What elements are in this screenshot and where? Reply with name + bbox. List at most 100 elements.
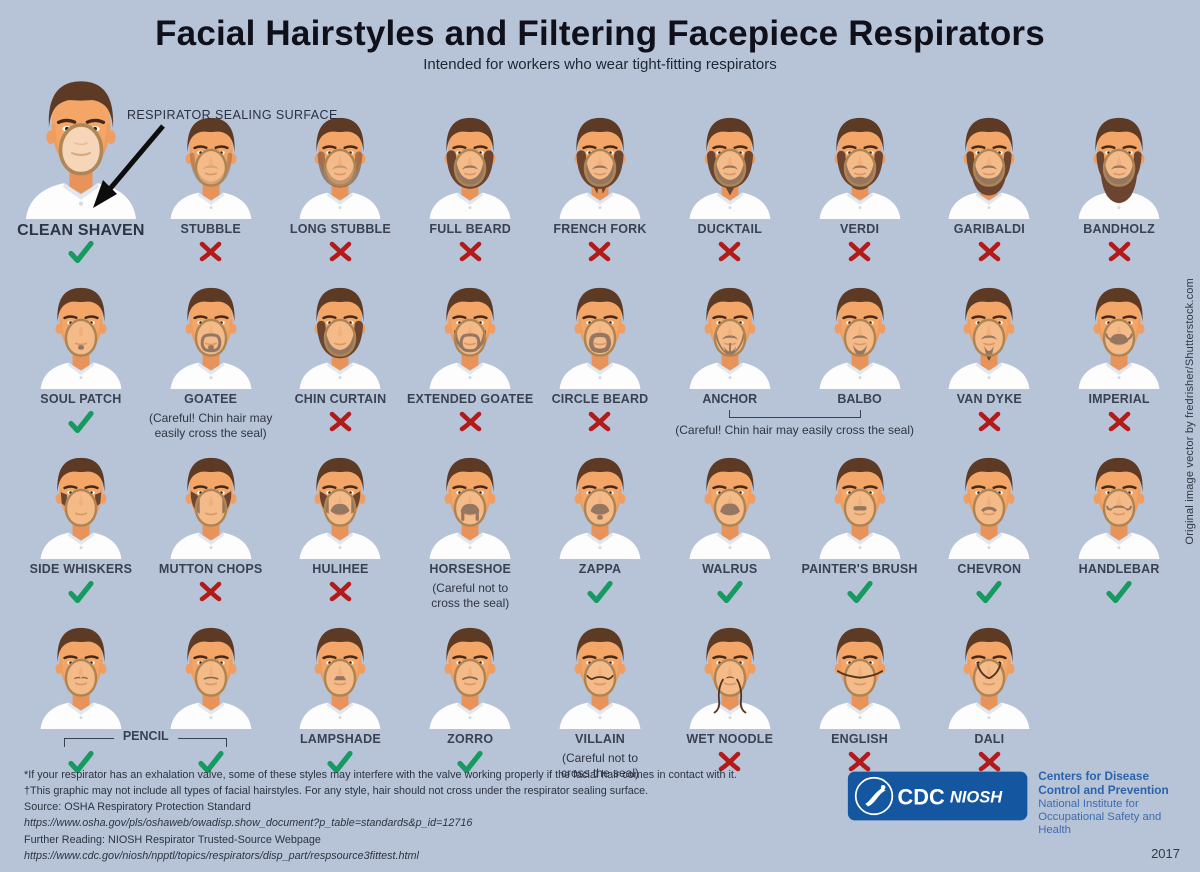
- face-soul-patch: [34, 283, 128, 389]
- style-label: FRENCH FORK: [553, 222, 647, 236]
- style-label: FULL BEARD: [429, 222, 512, 236]
- style-label: CHEVRON: [957, 562, 1022, 576]
- style-label: EXTENDED GOATEE: [407, 392, 534, 406]
- style-label: LONG STUBBLE: [289, 222, 391, 236]
- caution-note: (Careful! Chin hair may easily cross the…: [148, 411, 273, 440]
- style-cell-zappa: ZAPPA: [535, 453, 665, 621]
- style-label: ANCHOR: [702, 392, 758, 406]
- x-icon: [848, 241, 871, 262]
- face-verdi: [813, 73, 907, 219]
- face-van-dyke: [942, 283, 1036, 389]
- x-icon: [329, 241, 352, 262]
- hairstyle-grid: CLEAN SHAVEN STUBBLE LONG STUBBLE: [16, 73, 1184, 791]
- face-lampshade: [293, 623, 387, 729]
- footnote-line: *If your respirator has an exhalation va…: [24, 768, 737, 781]
- style-label: ZAPPA: [578, 562, 622, 576]
- check-icon: [68, 751, 94, 773]
- face-bandholz: [1072, 73, 1166, 219]
- check-icon: [198, 751, 224, 773]
- grid-row-2: SOUL PATCH GOATEE (Careful! Chin hair may…: [16, 283, 1184, 451]
- style-label: SOUL PATCH: [40, 392, 122, 406]
- style-cell-french-fork: FRENCH FORK: [535, 73, 665, 281]
- empty-cell: [1054, 623, 1184, 791]
- style-cell-ducktail: DUCKTAIL: [665, 73, 795, 281]
- style-label: BANDHOLZ: [1083, 222, 1155, 236]
- face-anchor: [665, 283, 795, 389]
- style-label: VILLAIN: [574, 732, 625, 746]
- style-cell-chin-curtain: CHIN CURTAIN: [276, 283, 406, 451]
- face-french-fork: [553, 73, 647, 219]
- bracket: PENCIL: [64, 729, 228, 747]
- style-cell-imperial: IMPERIAL: [1054, 283, 1184, 451]
- style-label: SIDE WHISKERS: [29, 562, 133, 576]
- check-icon: [68, 411, 94, 433]
- check-icon: [68, 241, 94, 263]
- style-group-anchor-balbo: ANCHOR BALBO (Careful! Chin hair may easil…: [665, 283, 925, 451]
- niosh-logo-text: NIOSH: [950, 787, 1003, 806]
- face-garibaldi: [942, 73, 1036, 219]
- face-zappa: [553, 453, 647, 559]
- face-circle-beard: [553, 283, 647, 389]
- caution-note: (Careful! Chin hair may easily cross the…: [675, 423, 915, 437]
- check-icon: [587, 581, 613, 603]
- style-cell-wet-noodle: WET NOODLE: [665, 623, 795, 791]
- caution-note: (Careful not to cross the seal): [431, 581, 510, 610]
- cdc-logo-text: CDC: [898, 784, 945, 809]
- face-chin-curtain: [293, 283, 387, 389]
- face-pencil-1: [16, 623, 146, 729]
- face-long-stubble: [293, 73, 387, 219]
- annotation-label: RESPIRATOR SEALING SURFACE: [127, 108, 338, 122]
- face-extended-goatee: [423, 283, 517, 389]
- check-icon: [457, 751, 483, 773]
- grid-row-3: SIDE WHISKERS MUTTON CHOPS HULIHEE: [16, 453, 1184, 621]
- face-dali: [942, 623, 1036, 729]
- style-label: DUCKTAIL: [697, 222, 763, 236]
- style-label: GOATEE: [184, 392, 238, 406]
- x-icon: [589, 241, 611, 262]
- face-hulihee: [293, 453, 387, 559]
- footnote-line: †This graphic may not include all types …: [24, 785, 649, 798]
- style-cell-soul-patch: SOUL PATCH: [16, 283, 146, 451]
- style-cell-garibaldi: GARIBALDI: [924, 73, 1054, 281]
- x-icon: [459, 241, 482, 262]
- style-label: PENCIL: [113, 729, 178, 743]
- check-icon: [976, 581, 1002, 603]
- style-label: STUBBLE: [180, 222, 241, 236]
- style-label: HANDLEBAR: [1078, 562, 1160, 576]
- style-cell-horseshoe: HORSESHOE (Careful not to cross the seal): [405, 453, 535, 621]
- x-icon: [848, 751, 871, 772]
- year-label: 2017: [1151, 845, 1180, 861]
- check-icon: [717, 581, 743, 603]
- check-icon: [846, 581, 873, 603]
- x-icon: [199, 581, 222, 602]
- grid-row-1: CLEAN SHAVEN STUBBLE LONG STUBBLE: [16, 73, 1184, 281]
- check-icon: [68, 581, 94, 603]
- style-cell-goatee: GOATEE (Careful! Chin hair may easily cro…: [146, 283, 276, 451]
- page-title: Facial Hairstyles and Filtering Facepiec…: [155, 14, 1045, 53]
- face-chevron: [942, 453, 1036, 559]
- face-villain: [553, 623, 647, 729]
- style-cell-zorro: ZORRO: [405, 623, 535, 791]
- footer: *If your respirator has an exhalation va…: [24, 767, 1182, 864]
- face-wet-noodle: [683, 623, 777, 729]
- style-cell-lampshade: LAMPSHADE: [276, 623, 406, 791]
- style-label: HULIHEE: [312, 562, 369, 576]
- face-ducktail: [683, 73, 777, 219]
- style-label: CHIN CURTAIN: [294, 392, 387, 406]
- x-icon: [459, 411, 482, 432]
- style-cell-full-beard: FULL BEARD: [405, 73, 535, 281]
- style-cell-bandholz: BANDHOLZ: [1054, 73, 1184, 281]
- style-label: VAN DYKE: [956, 392, 1022, 406]
- style-cell-long-stubble: LONG STUBBLE: [276, 73, 406, 281]
- style-label: ZORRO: [447, 732, 494, 746]
- style-label: WALRUS: [702, 562, 758, 576]
- face-horseshoe: [423, 453, 517, 559]
- footnote-line: https://www.osha.gov/pls/oshaweb/owadisp…: [24, 817, 473, 830]
- style-cell-stubble: STUBBLE: [146, 73, 276, 281]
- x-icon: [978, 751, 1001, 772]
- check-icon: [1106, 581, 1132, 603]
- style-cell-painter-s-brush: PAINTER'S BRUSH: [795, 453, 925, 621]
- org-name-regular: National Institute for Occupational Safe…: [1038, 797, 1162, 837]
- style-cell-van-dyke: VAN DYKE: [924, 283, 1054, 451]
